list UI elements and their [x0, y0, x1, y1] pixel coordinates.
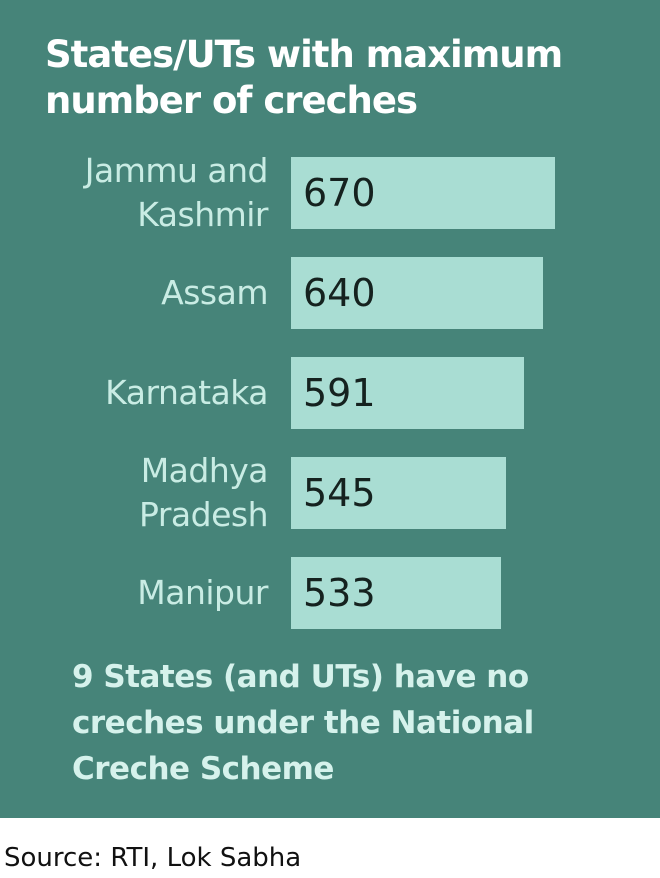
note: 9 States (and UTs) have no creches under…	[72, 659, 534, 787]
bar	[291, 357, 524, 429]
bar	[291, 257, 544, 329]
value-label: 591	[303, 371, 376, 415]
chart-panel: States/UTs with maximum number of creche…	[0, 0, 660, 818]
value-label: 545	[303, 471, 376, 515]
source: Source: RTI, Lok Sabha	[4, 843, 302, 873]
category-label: Karnataka	[105, 373, 268, 412]
category-label: Jammu and Kashmir	[84, 151, 269, 234]
chart-title: States/UTs with maximum number of creche…	[45, 33, 563, 122]
value-label: 533	[303, 571, 376, 615]
bar	[291, 557, 502, 629]
bar	[291, 457, 506, 529]
category-label: Madhya Pradesh	[139, 451, 268, 534]
category-label: Assam	[161, 273, 268, 312]
value-label: 640	[303, 271, 376, 315]
bar	[291, 157, 555, 229]
value-label: 670	[303, 171, 376, 215]
category-label: Manipur	[137, 573, 268, 612]
